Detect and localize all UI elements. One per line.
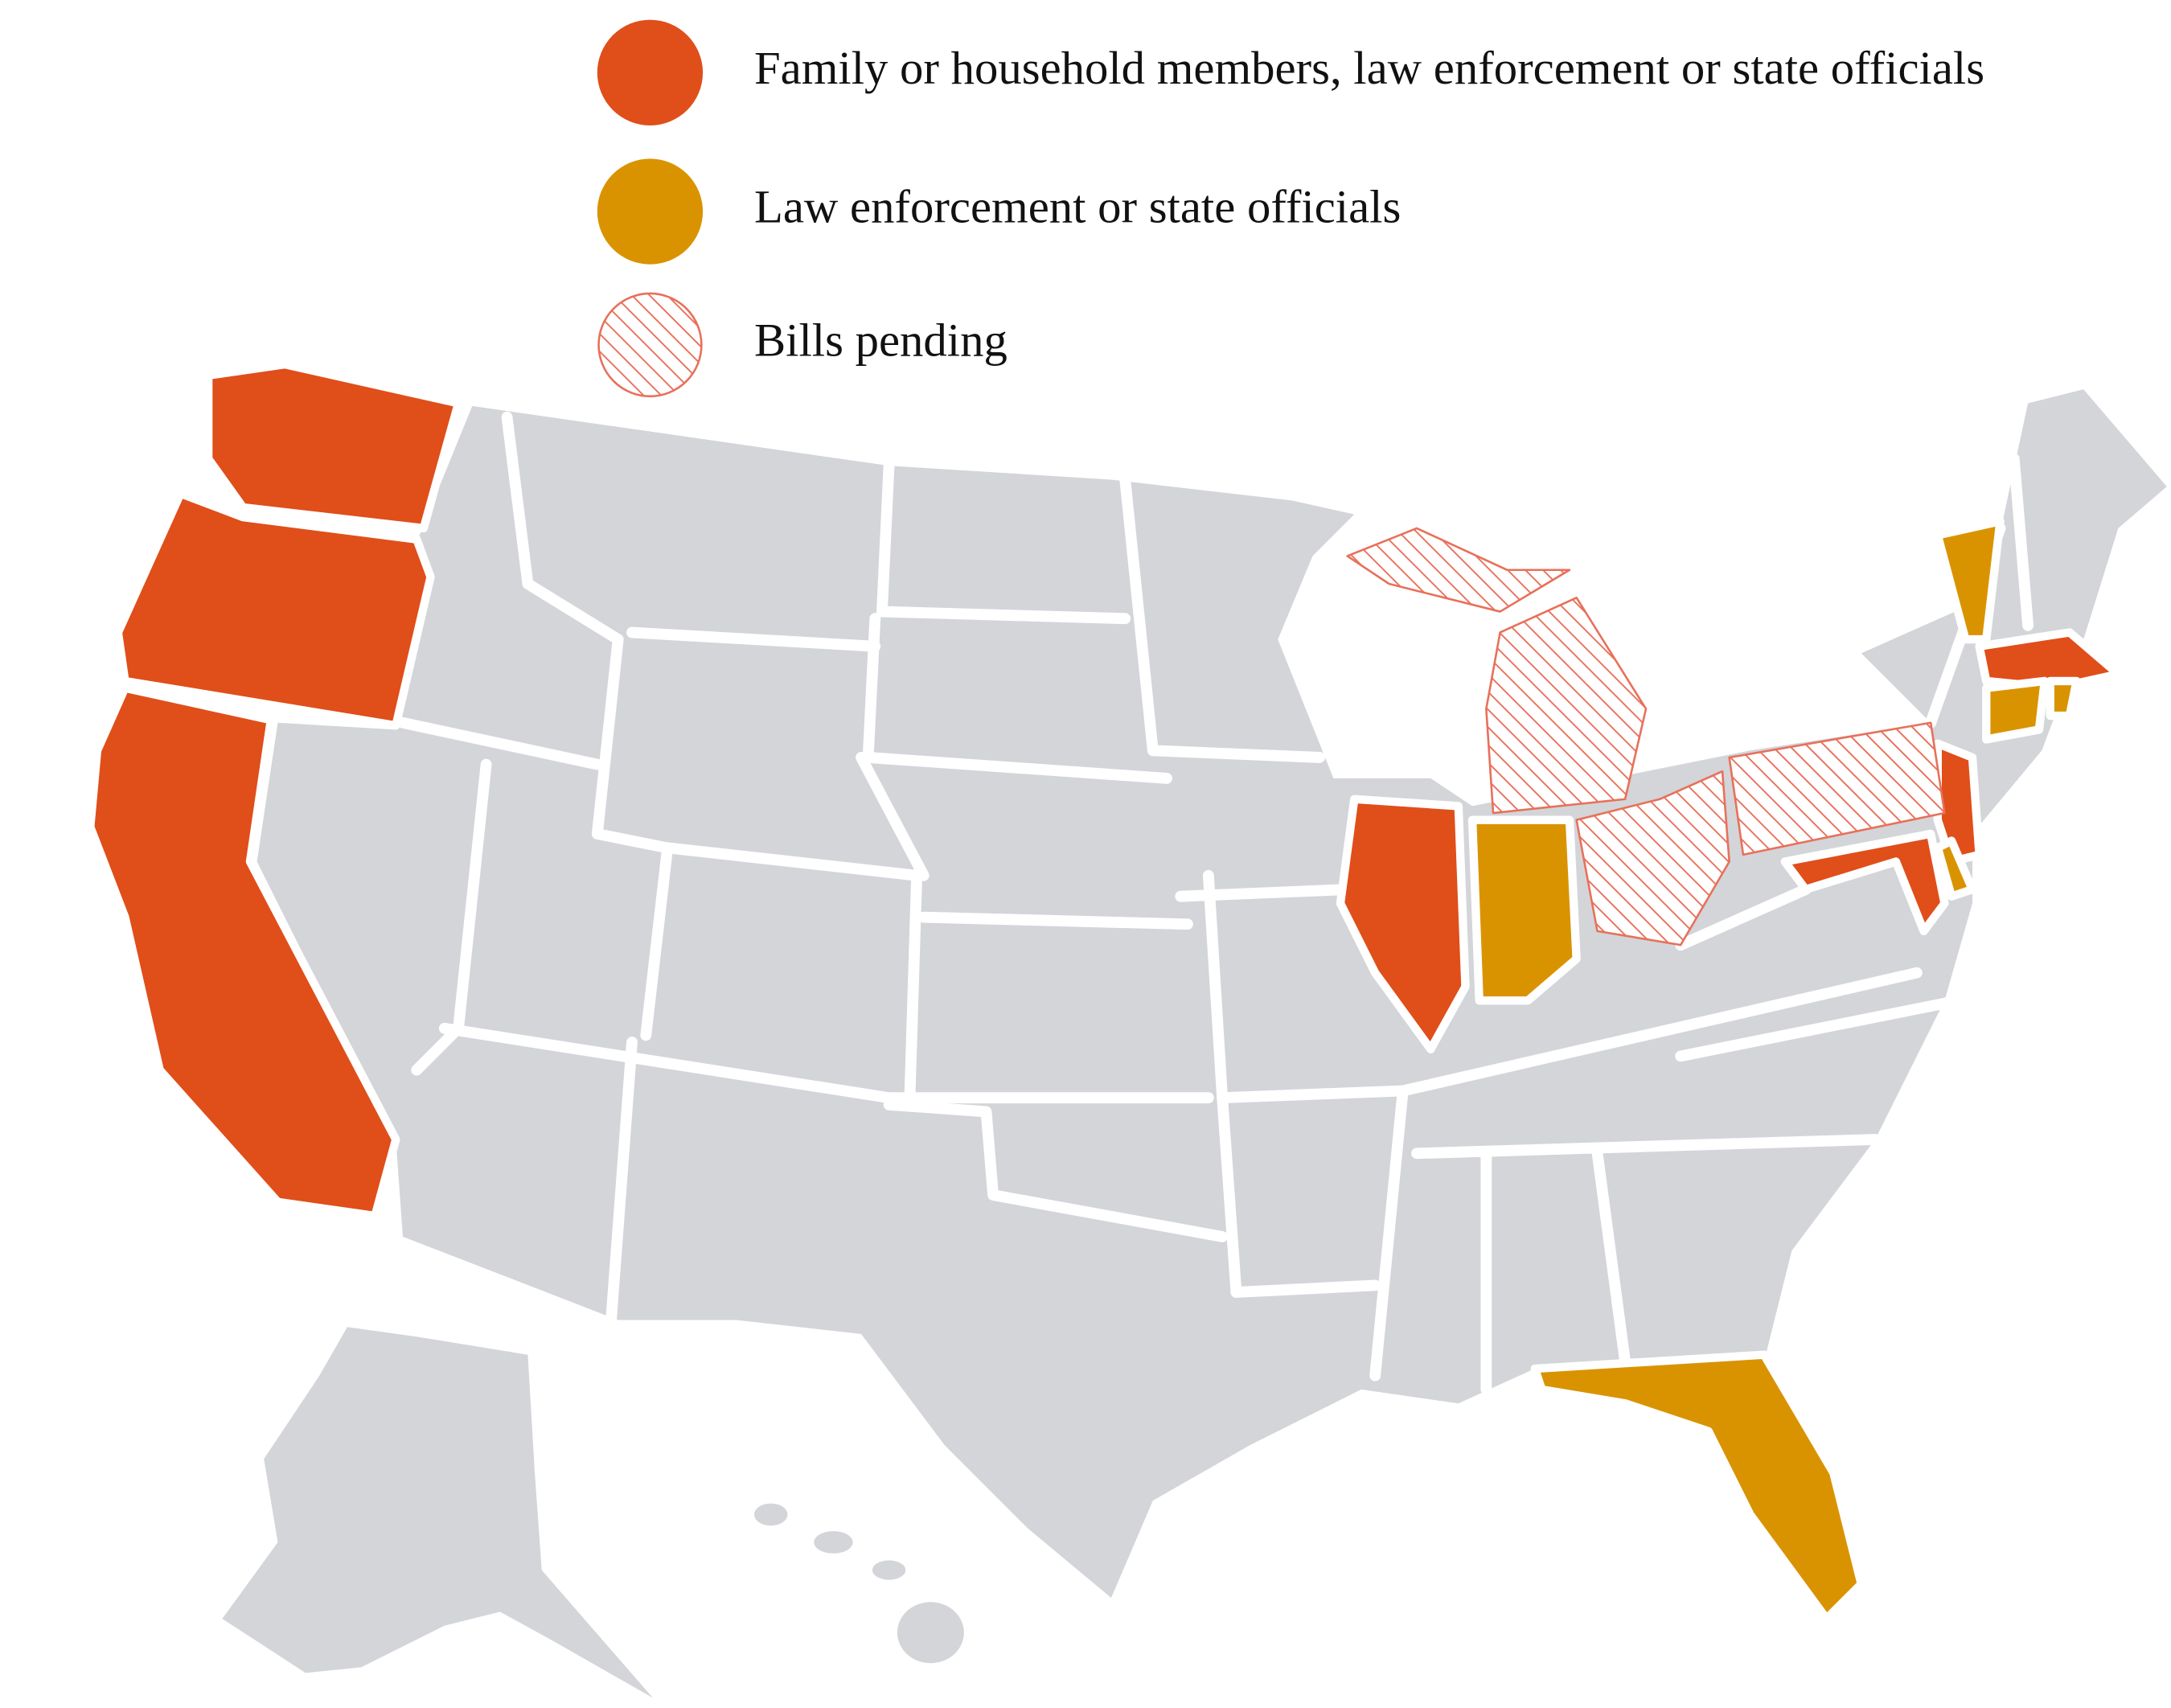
border	[876, 460, 1131, 625]
border	[904, 869, 923, 1104]
vermont	[1933, 517, 2005, 644]
legend-label: Law enforcement or state officials	[754, 181, 1401, 233]
border	[1675, 995, 1964, 1062]
border	[883, 1098, 1229, 1242]
oregon	[113, 489, 435, 730]
border	[1230, 1279, 1381, 1298]
legend-label: Bills pending	[754, 314, 1008, 366]
rhode-island	[2046, 676, 2081, 721]
border	[438, 1022, 1214, 1104]
border	[1675, 884, 1812, 951]
border	[626, 626, 881, 652]
connecticut	[1982, 676, 2049, 744]
alaska	[222, 1327, 653, 1698]
hawaii	[814, 1531, 853, 1554]
border	[917, 911, 1193, 930]
border	[1369, 1085, 1409, 1382]
border	[397, 716, 603, 770]
highlighted-states	[86, 359, 2123, 1624]
border	[1411, 1134, 1881, 1160]
indiana	[1467, 815, 1581, 1005]
border	[591, 828, 923, 881]
hawaii	[897, 1602, 964, 1664]
border	[1119, 474, 1325, 763]
state-borders	[397, 411, 2034, 1395]
michigan-upper	[1346, 527, 1571, 613]
ohio	[1575, 770, 1730, 946]
border	[640, 848, 673, 1041]
border	[605, 1037, 638, 1326]
massachusetts	[1975, 628, 2123, 692]
maryland	[1780, 829, 1949, 936]
michigan	[1485, 596, 1648, 815]
legend-swatch	[597, 19, 704, 125]
border	[856, 752, 930, 881]
border	[862, 613, 1172, 784]
delaware	[1933, 836, 1977, 901]
hawaii	[872, 1560, 906, 1580]
california	[86, 684, 400, 1221]
washington	[203, 359, 463, 533]
legend-label: Family or household members, law enforce…	[754, 42, 1984, 94]
florida	[1530, 1350, 1865, 1624]
border	[1591, 1148, 1631, 1368]
legend-swatch	[597, 292, 703, 398]
border	[2008, 453, 2034, 631]
legend-swatch	[597, 158, 704, 265]
illinois	[1336, 794, 1470, 1053]
border	[501, 411, 624, 840]
pennsylvania	[1728, 721, 1946, 856]
hawaii	[754, 1503, 788, 1526]
legend: Family or household members, law enforce…	[597, 19, 1984, 398]
border	[1175, 884, 1353, 902]
